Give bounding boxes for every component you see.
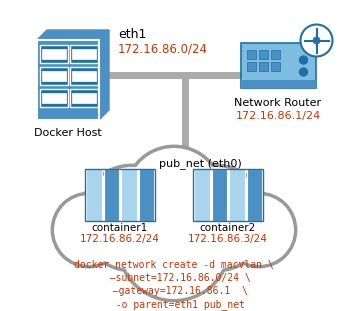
FancyBboxPatch shape	[103, 169, 119, 221]
FancyBboxPatch shape	[194, 169, 209, 221]
Text: container1: container1	[92, 223, 148, 233]
FancyBboxPatch shape	[246, 169, 262, 221]
FancyBboxPatch shape	[240, 43, 316, 87]
Circle shape	[80, 166, 184, 270]
Text: 172.16.86.2/24: 172.16.86.2/24	[80, 234, 160, 244]
Circle shape	[126, 147, 222, 243]
FancyBboxPatch shape	[72, 49, 96, 59]
Text: eth1: eth1	[118, 28, 147, 41]
FancyBboxPatch shape	[259, 49, 268, 58]
Polygon shape	[37, 30, 109, 40]
Text: container2: container2	[200, 223, 256, 233]
Text: Docker Host: Docker Host	[34, 128, 102, 138]
Circle shape	[119, 190, 229, 300]
Circle shape	[301, 25, 332, 57]
FancyBboxPatch shape	[270, 49, 279, 58]
Polygon shape	[99, 30, 109, 120]
FancyBboxPatch shape	[40, 45, 68, 63]
FancyBboxPatch shape	[40, 67, 68, 85]
FancyBboxPatch shape	[40, 89, 68, 107]
Circle shape	[55, 196, 123, 264]
FancyBboxPatch shape	[270, 62, 279, 71]
FancyBboxPatch shape	[37, 40, 99, 120]
FancyBboxPatch shape	[70, 89, 98, 107]
FancyBboxPatch shape	[246, 62, 255, 71]
FancyBboxPatch shape	[42, 49, 66, 59]
Text: –gateway=172.16.86.1  \: –gateway=172.16.86.1 \	[101, 286, 247, 296]
Text: 172.16.86.1/24: 172.16.86.1/24	[235, 111, 321, 121]
FancyBboxPatch shape	[246, 49, 255, 58]
FancyBboxPatch shape	[121, 169, 136, 221]
Text: -o parent=eth1 pub_net: -o parent=eth1 pub_net	[103, 299, 245, 310]
Circle shape	[53, 194, 125, 266]
FancyBboxPatch shape	[47, 30, 109, 110]
Text: –subnet=172.16.86.0/24 \: –subnet=172.16.86.0/24 \	[98, 273, 250, 283]
FancyBboxPatch shape	[72, 71, 96, 81]
FancyBboxPatch shape	[72, 93, 96, 103]
FancyBboxPatch shape	[86, 169, 102, 221]
Text: 172.16.86.0/24: 172.16.86.0/24	[118, 42, 208, 55]
FancyBboxPatch shape	[240, 80, 316, 87]
Circle shape	[82, 168, 182, 268]
Circle shape	[225, 196, 293, 264]
FancyBboxPatch shape	[229, 169, 245, 221]
FancyBboxPatch shape	[42, 93, 66, 103]
FancyBboxPatch shape	[70, 45, 98, 63]
Text: pub_net (eth0): pub_net (eth0)	[159, 158, 242, 169]
Circle shape	[128, 149, 220, 241]
FancyBboxPatch shape	[259, 62, 268, 71]
FancyBboxPatch shape	[139, 169, 154, 221]
Circle shape	[300, 56, 308, 64]
Text: docker network create -d macvlan \: docker network create -d macvlan \	[74, 260, 274, 270]
FancyBboxPatch shape	[42, 71, 66, 81]
Circle shape	[223, 194, 295, 266]
Circle shape	[164, 166, 268, 270]
Circle shape	[300, 68, 308, 76]
FancyBboxPatch shape	[70, 67, 98, 85]
Text: 172.16.86.3/24: 172.16.86.3/24	[188, 234, 268, 244]
Text: Network Router: Network Router	[235, 98, 322, 108]
Circle shape	[166, 168, 266, 268]
FancyBboxPatch shape	[212, 169, 227, 221]
Circle shape	[121, 192, 227, 298]
